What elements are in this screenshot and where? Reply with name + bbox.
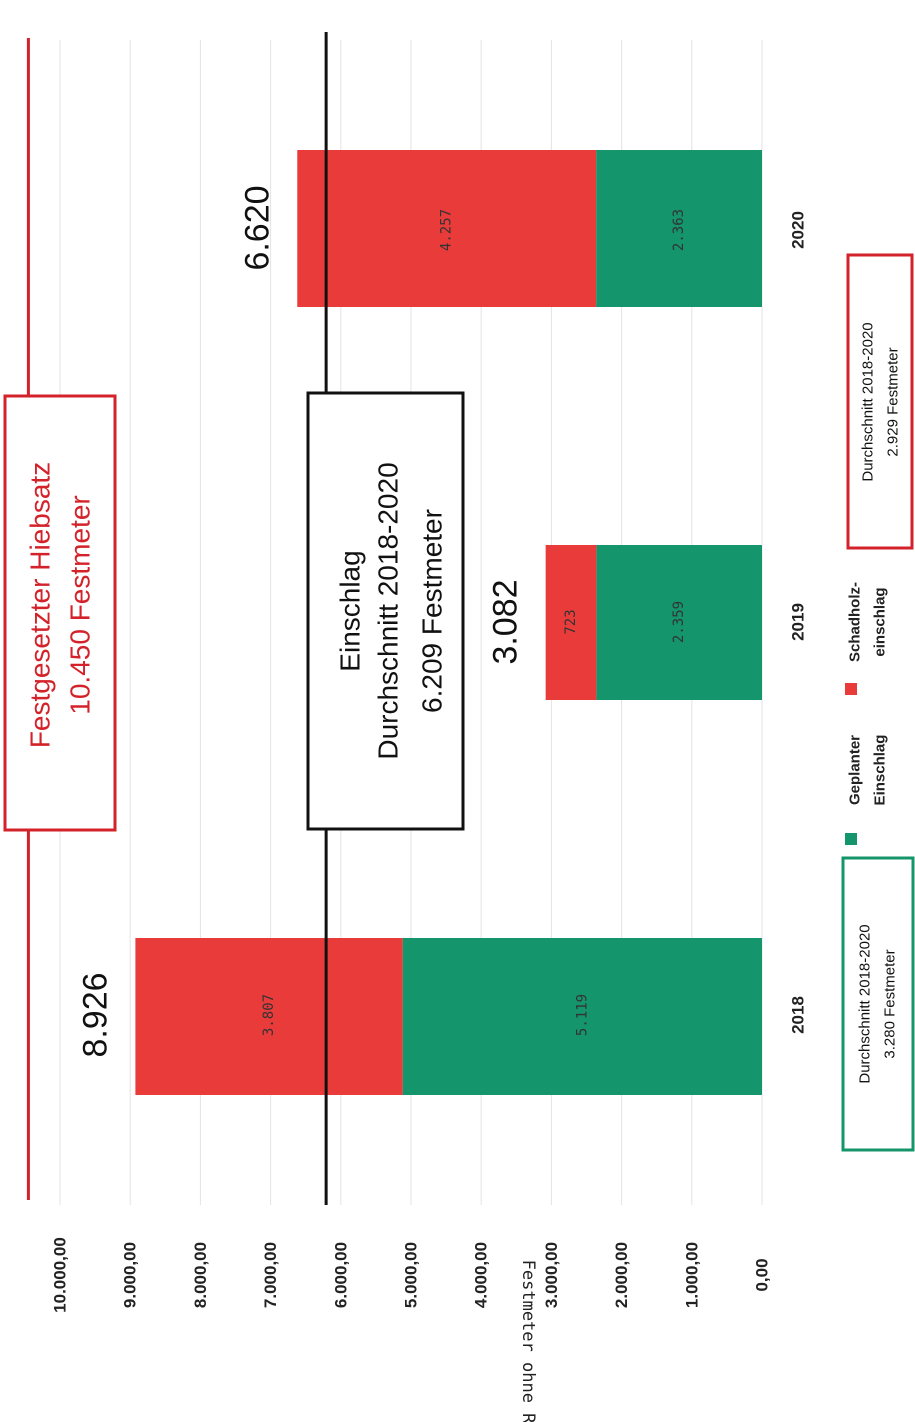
y-tick-label: 7.000,00 <box>261 1242 280 1308</box>
planned-average-text: 3.280 Festmeter <box>882 949 899 1058</box>
y-tick-label: 5.000,00 <box>402 1242 421 1308</box>
average-annotation-box <box>306 391 465 831</box>
bar-segment <box>402 938 762 1095</box>
legend-label: einschlag <box>872 587 889 656</box>
legend-label: Einschlag <box>872 735 889 806</box>
hiebsatz-annotation-box <box>3 394 117 832</box>
planned-average-box <box>841 856 915 1152</box>
average-annotation-text: 6.209 Festmeter <box>417 509 448 713</box>
bar-segment <box>135 938 403 1095</box>
bar-data-label: 3.807 <box>261 994 277 1036</box>
legend-label: Schadholz- <box>847 582 864 662</box>
y-axis-title: Festmeter ohne Rinde <box>518 1260 538 1422</box>
bar-data-label: 723 <box>563 609 579 634</box>
x-category-label: 2020 <box>789 211 808 249</box>
hiebsatz-annotation-text: 10.450 Festmeter <box>65 495 96 714</box>
bar-data-label: 2.363 <box>671 209 687 251</box>
y-tick-label: 9.000,00 <box>121 1242 140 1308</box>
average-annotation-text: Durchschnitt 2018-2020 <box>373 462 404 759</box>
y-tick-label: 4.000,00 <box>472 1242 491 1308</box>
legend-swatch <box>845 833 857 845</box>
bar-total-label: 6.620 <box>238 185 276 270</box>
y-tick-label: 3.000,00 <box>542 1242 561 1308</box>
planned-average-text: Durchschnitt 2018-2020 <box>857 924 874 1083</box>
bar-total-label: 3.082 <box>487 579 525 664</box>
bar-segment <box>596 150 762 307</box>
damage-average-box <box>846 253 914 550</box>
average-annotation-text: Einschlag <box>335 550 366 671</box>
x-category-label: 2019 <box>789 603 808 641</box>
legend-label: Geplanter <box>847 735 864 805</box>
y-tick-label: 2.000,00 <box>612 1242 631 1308</box>
damage-average-text: 2.929 Festmeter <box>885 347 902 456</box>
bar-segment <box>297 150 597 307</box>
bar-data-label: 4.257 <box>439 209 455 251</box>
y-tick-label: 10.000,00 <box>51 1237 70 1313</box>
bar-data-label: 5.119 <box>574 994 590 1036</box>
y-tick-label: 6.000,00 <box>331 1242 350 1308</box>
bar-segment <box>545 545 597 700</box>
x-category-label: 2018 <box>789 996 808 1034</box>
bar-data-label: 2.359 <box>671 601 687 643</box>
bar-segment <box>596 545 762 700</box>
y-tick-label: 1.000,00 <box>682 1242 701 1308</box>
damage-average-text: Durchschnitt 2018-2020 <box>860 322 877 481</box>
bar-total-label: 8.926 <box>76 972 114 1057</box>
y-tick-label: 0,00 <box>753 1258 772 1291</box>
y-tick-label: 8.000,00 <box>191 1242 210 1308</box>
legend-swatch <box>845 683 857 695</box>
hiebsatz-annotation-text: Festgesetzter Hiebsatz <box>25 462 56 748</box>
